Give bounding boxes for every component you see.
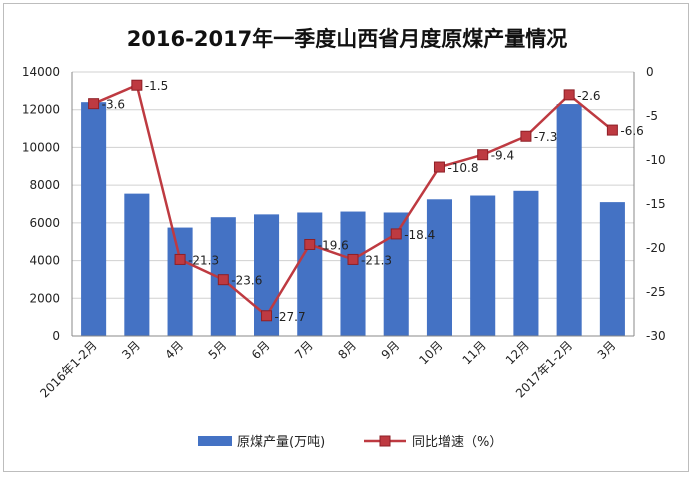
x-tick-label: 10月 [416,338,445,367]
legend-line-marker [379,435,391,447]
bar [167,227,193,336]
line-point [563,89,575,101]
y-right-tick-label: -10 [646,153,666,167]
data-label: -7.3 [534,130,557,144]
line-point [606,124,618,136]
x-tick-label: 2016年1-2月 [37,338,99,400]
y-left-tick-label: 10000 [22,140,60,154]
chart-title: 2016-2017年一季度山西省月度原煤产量情况 [127,27,568,51]
chart-svg: 2016-2017年一季度山西省月度原煤产量情况 0 2000 4000 6000 80… [22,27,666,450]
line-point [347,253,359,265]
bar [556,104,582,336]
data-label: -23.6 [231,274,262,288]
bar [426,199,452,336]
bar [340,211,366,336]
bar [124,193,150,336]
bar-series [81,102,625,337]
data-label: -6.6 [620,124,643,138]
y-right-tick-label: -25 [646,285,666,299]
line-point [520,130,532,142]
y-right-tick-label: -30 [646,329,666,343]
chart-frame: 2016-2017年一季度山西省月度原煤产量情况 0 2000 4000 6000 80… [3,3,689,472]
data-label: -3.6 [102,98,125,112]
x-tick-label: 3月 [119,338,143,362]
data-label: -1.5 [145,79,168,93]
legend-bar-label: 原煤产量(万吨) [237,435,325,450]
y-left-tick-label: 0 [52,329,60,343]
line-point [477,149,489,161]
x-tick-label: 12月 [503,338,532,367]
y-right-tick-label: 0 [646,65,654,79]
line-point [131,79,143,91]
y-left-tick-label: 2000 [29,291,60,305]
legend-bar-swatch [198,436,232,446]
y-left-tick-label: 4000 [29,254,60,268]
x-tick-label: 6月 [249,338,273,362]
line-point [390,228,402,240]
data-label: -9.4 [491,149,514,163]
data-label: -18.4 [404,228,435,242]
x-tick-label: 8月 [335,338,359,362]
bar [513,190,539,336]
x-tick-label: 5月 [206,338,230,362]
bar [599,202,625,336]
bar [297,212,323,336]
data-label: -21.3 [188,253,219,267]
x-tick-label: 11月 [460,338,489,367]
y-left-tick-label: 6000 [29,216,60,230]
x-tick-label: 7月 [292,338,316,362]
y-left-tick-label: 8000 [29,178,60,192]
line-point [433,161,445,173]
bar [81,102,107,337]
data-labels: -3.6 -1.5 -21.3 -23.6 -27.7 -19.6 -21.3 -18.4 -1… [102,79,644,324]
data-label: -2.6 [577,89,600,103]
y-right-tick-label: -15 [646,197,666,211]
bar [470,195,496,336]
y-right-tick-label: -20 [646,241,666,255]
data-label: -21.3 [361,253,392,267]
data-label: -19.6 [318,238,349,252]
line-point [217,274,229,286]
line-point [88,98,100,110]
legend: 原煤产量(万吨) 同比增速（%） [198,435,502,450]
line-series [88,79,618,322]
line-point [174,253,186,265]
line-point [304,238,316,250]
line-point [261,310,273,322]
data-label: -10.8 [447,161,478,175]
x-tick-label: 9月 [379,338,403,362]
y-right-tick-label: -5 [646,109,658,123]
x-tick-label: 4月 [162,338,186,362]
y-left-tick-label: 14000 [22,65,60,79]
y-left-tick-label: 12000 [22,103,60,117]
legend-line-label: 同比增速（%） [412,435,502,450]
x-tick-label: 3月 [595,338,619,362]
data-label: -27.7 [275,310,306,324]
